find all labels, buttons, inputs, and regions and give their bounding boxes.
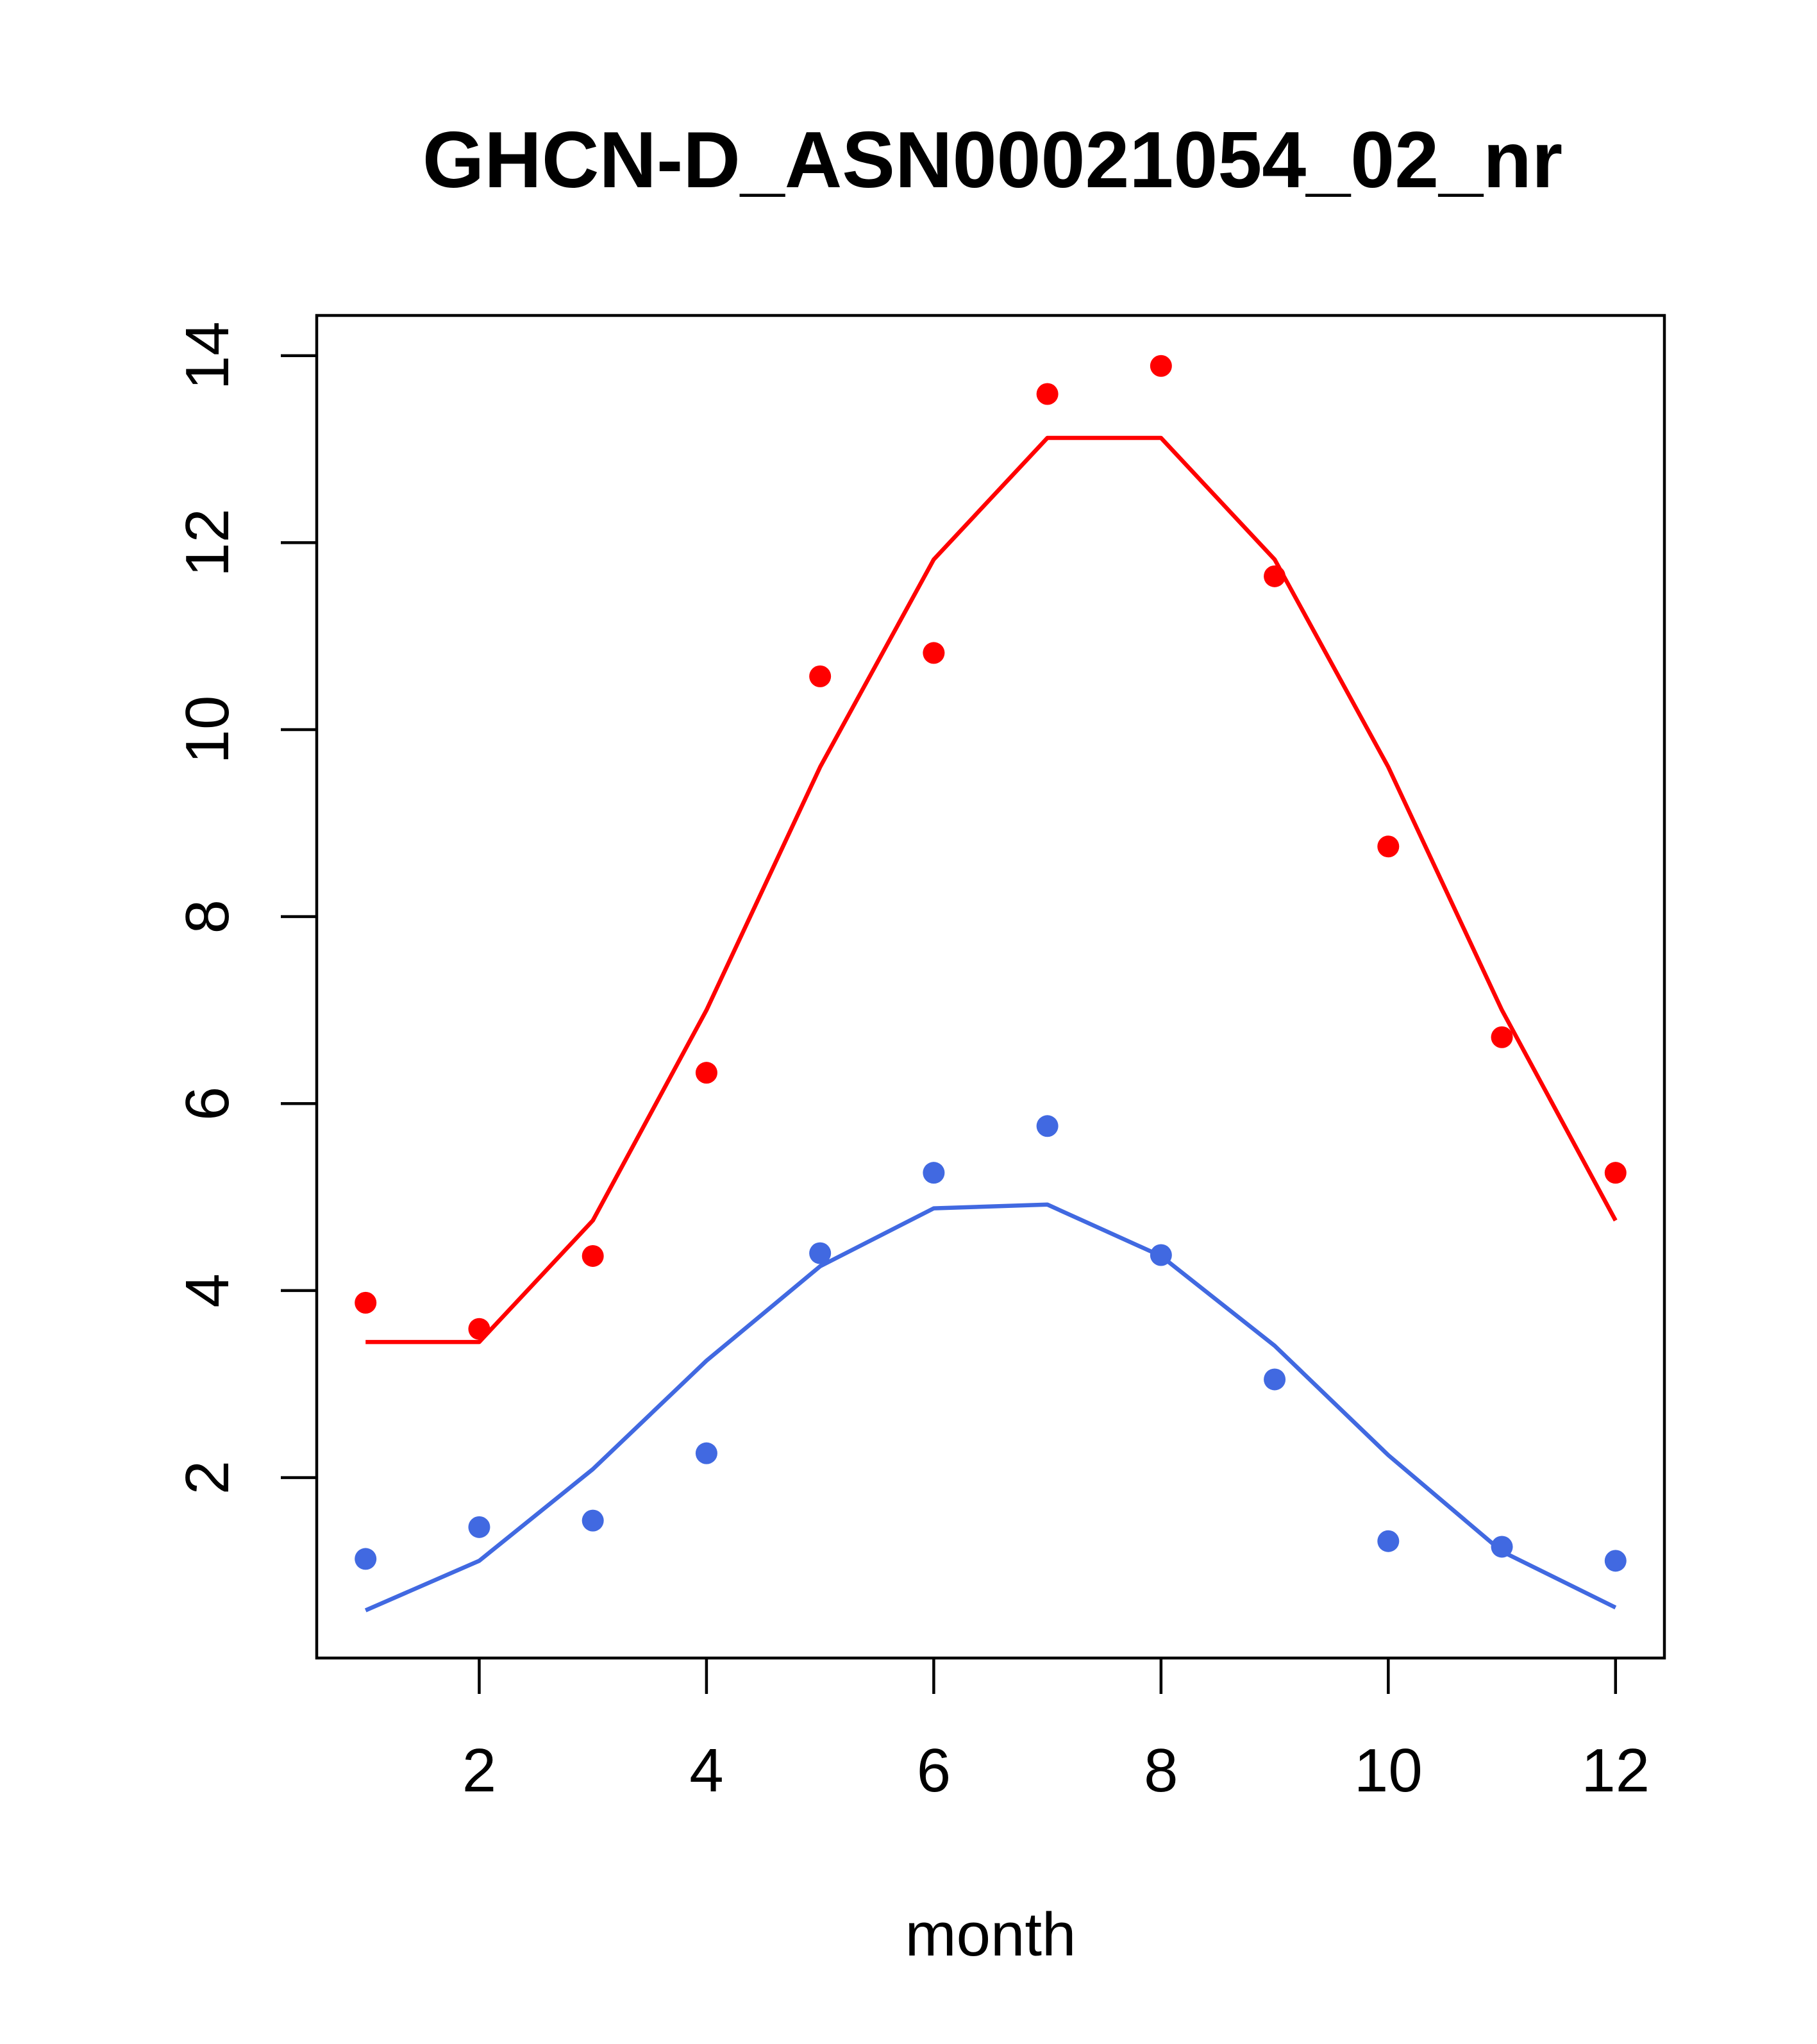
series-1-point bbox=[923, 642, 945, 664]
series-1-point bbox=[809, 665, 832, 687]
y-axis: 2 4 6 8 10 12 14 bbox=[173, 321, 317, 1495]
series-layer bbox=[355, 355, 1627, 1613]
series-1-point bbox=[1491, 1026, 1513, 1048]
series-1-point bbox=[1604, 1162, 1627, 1184]
series-2-point bbox=[695, 1442, 717, 1464]
x-tick-label: 8 bbox=[1144, 1736, 1178, 1805]
series-2-point bbox=[468, 1516, 490, 1538]
x-axis: 2 4 6 8 10 12 bbox=[462, 1658, 1650, 1805]
series-2-point bbox=[923, 1162, 945, 1184]
series-2-point bbox=[1491, 1536, 1513, 1558]
y-tick-label: 14 bbox=[173, 321, 242, 390]
y-tick-label: 2 bbox=[173, 1461, 242, 1495]
series-1 bbox=[355, 355, 1627, 1345]
x-tick-label: 12 bbox=[1581, 1736, 1650, 1805]
series-1-point bbox=[1264, 565, 1286, 587]
y-tick-label: 12 bbox=[173, 508, 242, 577]
series-2-point bbox=[809, 1242, 832, 1264]
series-2-point bbox=[582, 1509, 604, 1532]
series-1-point bbox=[355, 1291, 377, 1314]
y-tick-label: 8 bbox=[173, 900, 242, 934]
series-2-point bbox=[1377, 1530, 1400, 1552]
series-1-point bbox=[1036, 383, 1059, 405]
y-tick-label: 6 bbox=[173, 1087, 242, 1121]
y-tick-label: 10 bbox=[173, 696, 242, 764]
x-axis-label: month bbox=[905, 1900, 1076, 1969]
series-1-point bbox=[695, 1062, 717, 1084]
series-2-point bbox=[355, 1548, 377, 1570]
series-1-point bbox=[468, 1318, 490, 1340]
series-2-point bbox=[1150, 1244, 1172, 1266]
series-1-point bbox=[1150, 355, 1172, 377]
series-2-point bbox=[1036, 1115, 1059, 1137]
y-tick-label: 4 bbox=[173, 1273, 242, 1307]
x-tick-label: 2 bbox=[462, 1736, 496, 1805]
series-2-fit-line bbox=[364, 1202, 1617, 1613]
x-tick-label: 10 bbox=[1354, 1736, 1423, 1805]
x-tick-label: 4 bbox=[689, 1736, 723, 1805]
series-1-point bbox=[582, 1244, 604, 1267]
series-2-point bbox=[1264, 1368, 1286, 1391]
series-1-point bbox=[1377, 835, 1400, 858]
plot-frame bbox=[315, 314, 1666, 1660]
series-2 bbox=[355, 1115, 1627, 1613]
x-tick-label: 6 bbox=[917, 1736, 951, 1805]
chart-title: GHCN-D_ASN00021054_02_nr bbox=[423, 116, 1562, 205]
series-1-fit-line bbox=[365, 435, 1618, 1345]
series-2-point bbox=[1604, 1550, 1627, 1572]
